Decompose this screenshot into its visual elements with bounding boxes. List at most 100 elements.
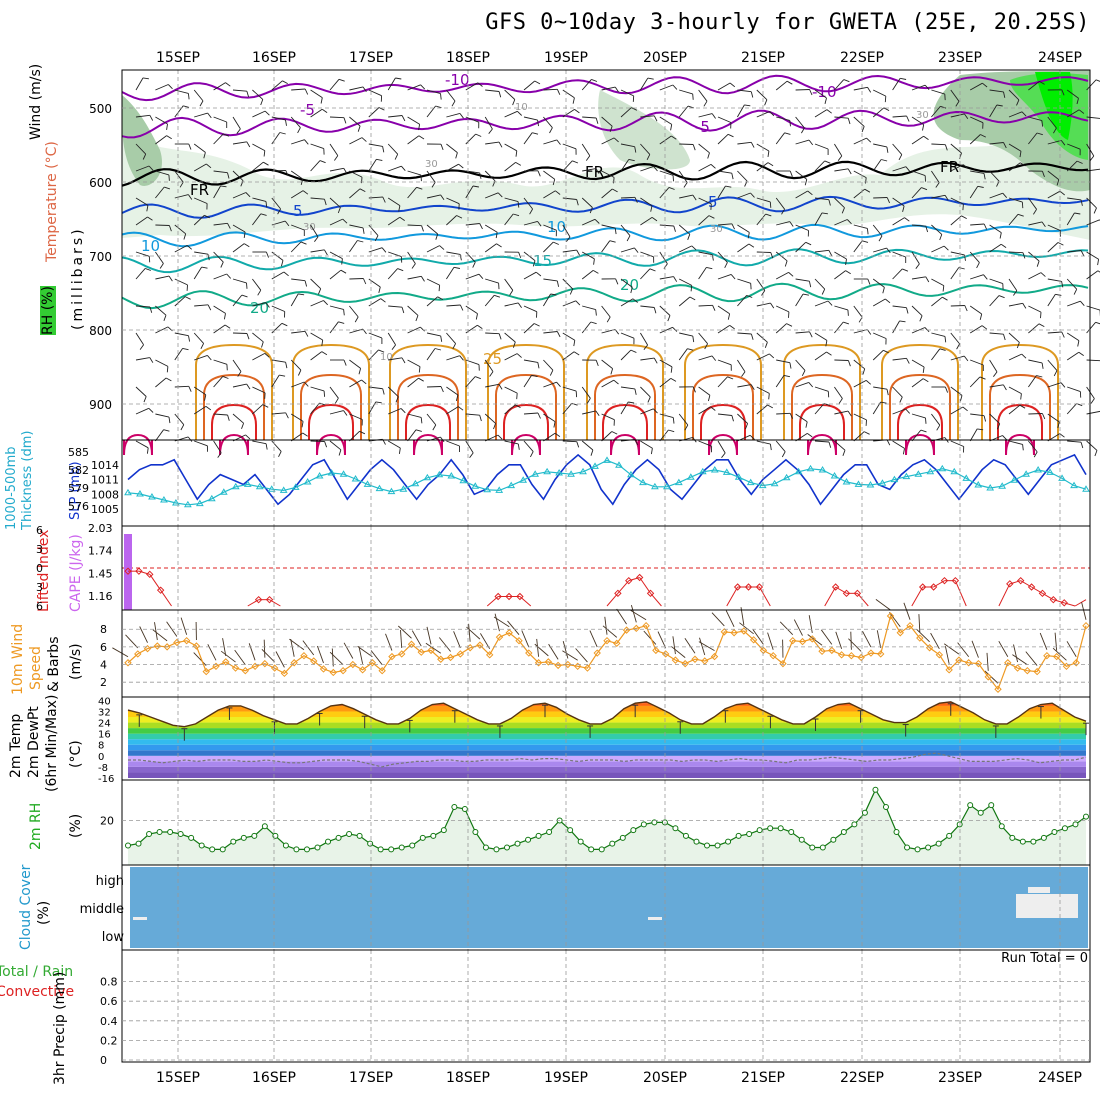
wind-barb: [504, 302, 519, 307]
wind-barb: [426, 278, 440, 286]
wind-barb: [640, 357, 655, 361]
wind-barb: [814, 212, 823, 226]
wind-barb: [1028, 197, 1037, 210]
rh-marker: [798, 836, 805, 843]
wind-barb-flag: [479, 172, 482, 179]
temp-band: [128, 733, 1086, 740]
wind-barb: [601, 137, 615, 145]
wind-barb: [290, 190, 304, 199]
wind-barb-flag: [982, 82, 988, 88]
wind-barb-flag: [1095, 79, 1100, 82]
wind-barb-flag: [517, 110, 523, 116]
wind-barb-flag: [1013, 290, 1018, 296]
wind-barb-flag: [979, 313, 983, 321]
thickness-marker: [902, 472, 911, 480]
li-marker: [635, 573, 644, 582]
wind-barb-flag: [529, 208, 533, 215]
wind-barb-flag: [712, 305, 716, 311]
wind-barb-flag: [498, 91, 502, 98]
wind-barb: [543, 224, 557, 231]
wind10-barb: [453, 631, 461, 649]
thickness-marker: [962, 474, 971, 481]
wind-barb-flag: [298, 293, 305, 296]
wind-barb-flag: [653, 408, 658, 414]
wind-barb-flag: [418, 135, 425, 140]
wind-barb-flag: [207, 355, 212, 361]
wind-barb: [931, 278, 945, 286]
wind-barb-flag: [827, 300, 833, 306]
wind-barb-flag: [980, 134, 986, 138]
rh-marker: [619, 834, 626, 841]
wind10-speed-marker: [1052, 652, 1061, 661]
wind10-speed-marker: [378, 666, 386, 675]
wind10-barb: [562, 650, 578, 661]
wind-barb: [834, 168, 849, 172]
wind-barb-flag: [906, 358, 910, 364]
thickness-line: [127, 459, 1087, 506]
wind-barb: [252, 197, 267, 202]
wind-barb: [135, 440, 149, 449]
wind-barb-flag: [573, 351, 580, 356]
wind-barb-flag: [750, 192, 755, 198]
wind-barb-flag: [670, 378, 677, 382]
wind-barb: [252, 353, 266, 361]
wind-barb-flag: [300, 178, 304, 186]
wind-barb: [446, 89, 456, 102]
wind-barb: [892, 268, 903, 280]
wind-barb: [368, 89, 382, 97]
wind-barb-flag: [1057, 242, 1064, 246]
wind-barb: [329, 440, 342, 451]
wind10-barb: [998, 640, 1009, 657]
wind-barb-flag: [595, 410, 600, 417]
wind-barb-flag: [764, 342, 768, 348]
wind-barb: [581, 251, 595, 260]
thickness-marker: [399, 485, 408, 492]
wind10-barb: [889, 612, 901, 628]
thickness-marker: [986, 484, 995, 491]
wind-barb: [795, 331, 810, 334]
wind-barb: [795, 381, 809, 388]
wind-barb-flag: [257, 289, 262, 296]
wind-barb-flag: [285, 119, 287, 126]
wind10-speed-marker: [877, 650, 885, 658]
wind-barb-flag: [438, 285, 441, 292]
wind-barb-flag: [225, 82, 231, 87]
wind-barb-flag: [420, 417, 423, 424]
wind-barb-flag: [673, 225, 676, 232]
wind-barb-flag: [843, 321, 850, 325]
wind-barb-flag: [899, 396, 903, 403]
t2m-tick: 0: [98, 752, 104, 763]
wind-barb: [717, 170, 732, 174]
wind-barb: [601, 170, 615, 178]
rh-marker: [461, 805, 468, 812]
wind-barb: [446, 215, 457, 226]
day-label-top: 16SEP: [252, 50, 296, 66]
wind-barb: [310, 402, 320, 415]
wind10-speed-marker: [310, 657, 318, 665]
wind-barb-flag: [321, 351, 328, 356]
wind-barb-flag: [304, 280, 308, 287]
wind-barb: [872, 278, 885, 288]
wind-barb-flag: [188, 194, 193, 200]
wind10-speed-marker: [525, 649, 533, 657]
wind-barb: [873, 332, 887, 339]
wind-barb: [678, 224, 691, 235]
t2m-tick: -8: [98, 763, 108, 774]
wind-barb-flag: [148, 407, 154, 413]
wind-barb-flag: [788, 272, 794, 277]
wind-barb: [970, 274, 984, 280]
wind-barb-flag: [282, 80, 288, 84]
wind-barb: [931, 106, 941, 118]
wind-barb: [659, 135, 672, 145]
wind10-barb: [411, 630, 422, 647]
wind-barb-flag: [517, 302, 522, 309]
wind-barb: [387, 386, 399, 398]
wind-barb-flag: [906, 307, 909, 314]
wind-barb: [1028, 375, 1037, 388]
wind-barb: [329, 143, 339, 156]
wind-barb: [969, 376, 981, 388]
wind10-speed-marker: [1043, 651, 1051, 660]
li-marker: [124, 567, 132, 575]
wind-barb-flag: [1061, 281, 1064, 288]
wind-barb-flag: [226, 273, 232, 279]
